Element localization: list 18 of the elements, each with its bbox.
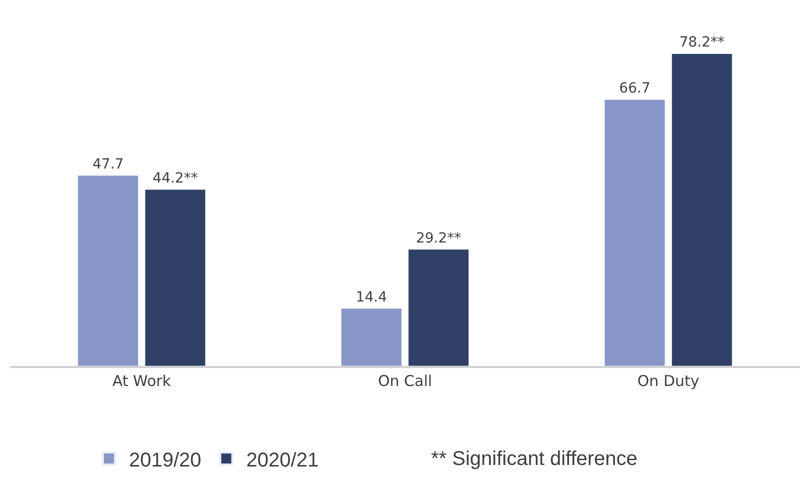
data-label: 78.2** xyxy=(679,34,724,51)
data-label: 44.2** xyxy=(152,170,198,186)
x-tick-label: On Duty xyxy=(637,372,700,390)
bar xyxy=(604,99,666,366)
bar xyxy=(671,53,732,366)
bar xyxy=(408,249,470,366)
data-label: 14.4 xyxy=(356,290,388,306)
bar xyxy=(78,175,139,366)
data-label: 66.7 xyxy=(619,80,650,97)
legend-label: 2020/21 xyxy=(246,449,319,472)
data-label: 47.7 xyxy=(92,156,124,173)
data-label: 29.2** xyxy=(416,230,462,246)
x-tick-label: On Call xyxy=(378,372,432,390)
legend-label: 2019/20 xyxy=(129,449,202,472)
bar xyxy=(340,308,402,366)
x-tick-label: At Work xyxy=(112,372,172,390)
bar xyxy=(144,189,206,366)
text: ** Significant difference xyxy=(431,448,638,470)
